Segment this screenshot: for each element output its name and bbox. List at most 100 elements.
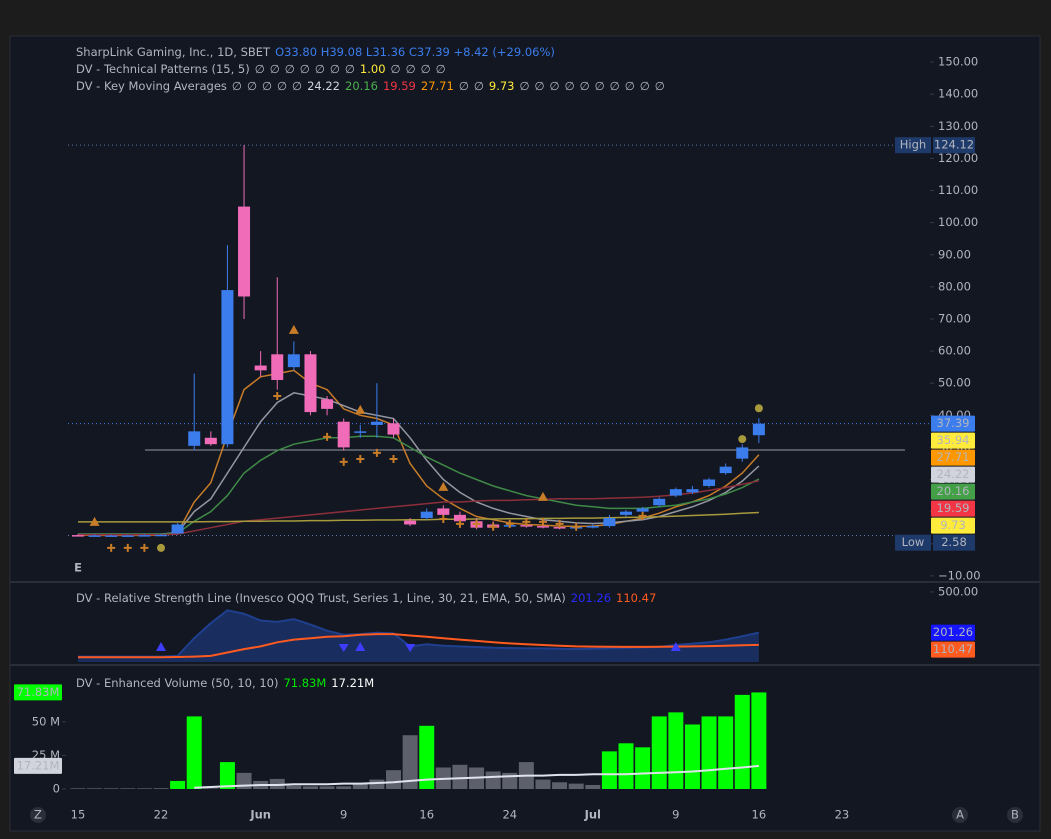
pattern-marker (537, 491, 548, 501)
indicator-value: ∅ (247, 79, 257, 93)
value-badge-label: 27.71 (937, 450, 970, 464)
indicator-value: ∅ (595, 79, 605, 93)
value-badge (931, 624, 975, 641)
candle-body (437, 508, 450, 515)
value-badge-label: 37.39 (937, 416, 970, 430)
value-badge-label: 17.21M (17, 758, 60, 772)
volume-bar (203, 788, 219, 789)
value-badge-label: 9.73 (940, 518, 966, 532)
high-label: High (900, 138, 926, 152)
indicator-value: ∅ (232, 79, 242, 93)
candle-body (171, 524, 184, 534)
x-tick-label: 16 (752, 808, 767, 822)
indicator-value: ∅ (277, 79, 287, 93)
candle-body (536, 526, 549, 528)
indicator-value: ∅ (406, 62, 416, 76)
pattern-marker (638, 511, 647, 520)
value-badge (931, 449, 975, 466)
volume-bar (170, 780, 186, 789)
indicator-value: ∅ (421, 62, 431, 76)
candle-body (188, 431, 201, 446)
indicator-value: ∅ (330, 62, 340, 76)
volume-bar (136, 788, 152, 789)
x-tick-label: Jun (249, 808, 271, 822)
indicator-value: ∅ (270, 62, 280, 76)
pattern-marker (754, 404, 763, 413)
value-badge (931, 483, 975, 500)
pattern-marker (389, 454, 398, 463)
candle-body (669, 489, 682, 496)
pattern-marker (489, 522, 498, 531)
pattern-marker (455, 519, 464, 528)
volume-bar (153, 788, 169, 789)
ui-button-label: B (1011, 808, 1019, 822)
ui-button[interactable] (30, 807, 46, 823)
candle-body (586, 526, 599, 528)
ui-button-label: A (956, 808, 964, 822)
candle-body (121, 535, 134, 537)
volume-bar (336, 786, 352, 789)
pattern-marker (323, 432, 332, 441)
volume-bar (319, 786, 335, 789)
indicator-value: ∅ (565, 79, 575, 93)
candle-body (387, 423, 400, 435)
indicator-value: ∅ (519, 79, 529, 93)
candle-body (238, 206, 251, 297)
indicator-value: ∅ (436, 62, 446, 76)
y-tick-label: 90.00 (938, 247, 971, 261)
indicator-value: ∅ (580, 79, 590, 93)
volume-bar (585, 784, 601, 789)
volume-bar (718, 716, 734, 789)
candle-body (304, 354, 317, 413)
y-tick-label: 50 M (32, 714, 60, 728)
value-badge (931, 641, 975, 658)
x-tick-label: 24 (502, 808, 517, 822)
indicator-value: ∅ (315, 62, 325, 76)
indicator-value: 1.00 (360, 62, 386, 76)
value-badge-label: 19.59 (937, 501, 970, 515)
volume-bar (419, 725, 435, 789)
indicator-value: 9.73 (489, 79, 515, 93)
pattern-marker (538, 517, 547, 526)
indicator-value: 19.59 (383, 79, 416, 93)
indicator-value: ∅ (255, 62, 265, 76)
indicator-value: 24.22 (307, 79, 340, 93)
indicator-value: ∅ (285, 62, 295, 76)
y-tick-label: 60.00 (938, 344, 971, 358)
indicator-value: ∅ (550, 79, 560, 93)
indicator-value: ∅ (474, 79, 484, 93)
indicator-value: ∅ (640, 79, 650, 93)
volume-bar (286, 785, 302, 789)
rs-signal (355, 642, 366, 651)
candle-body (703, 479, 716, 486)
ui-button[interactable] (952, 807, 968, 823)
rs-signal (670, 642, 681, 651)
high-badge (895, 137, 931, 154)
y-tick-label: 80.00 (938, 279, 971, 293)
volume-bar (734, 694, 750, 789)
value-badge-label: 35.94 (937, 433, 970, 447)
pattern-marker (439, 515, 448, 524)
candle-body (71, 535, 84, 537)
volume-bar (651, 716, 667, 789)
value-badge-label: 110.47 (933, 642, 973, 656)
value-badge (931, 466, 975, 483)
y-tick-label: 50.00 (938, 376, 971, 390)
indicator-value: ∅ (459, 79, 469, 93)
indicator-name: DV - Relative Strength Line (Invesco QQQ… (76, 591, 566, 605)
indicator-value: ∅ (655, 79, 665, 93)
volume-bar (601, 751, 617, 789)
value-badge (931, 500, 975, 517)
pattern-marker (372, 448, 381, 457)
ui-button[interactable] (1007, 807, 1023, 823)
y-tick-label: 130.00 (938, 119, 978, 133)
y-tick-label: 110.00 (938, 183, 978, 197)
moving-average (78, 511, 759, 523)
indicator-value: ∅ (391, 62, 401, 76)
value-badge-label: 201.26 (933, 625, 973, 639)
volume-bar (568, 783, 584, 789)
volume-bar (552, 782, 568, 789)
value-badge-label: 24.22 (937, 467, 970, 481)
value-badge (931, 517, 975, 534)
candle-body (752, 423, 765, 436)
